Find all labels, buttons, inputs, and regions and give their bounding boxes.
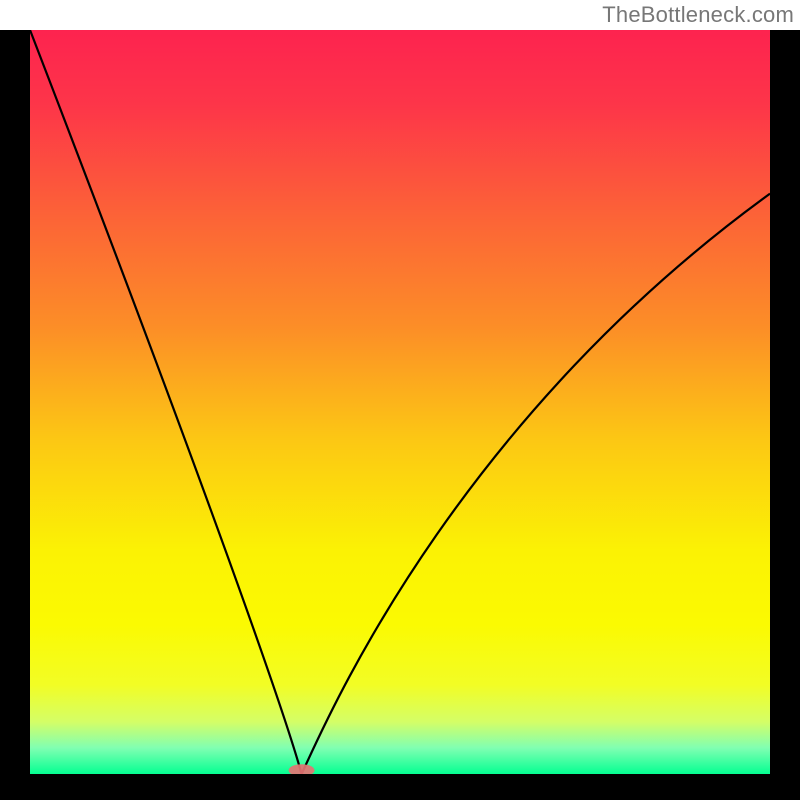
watermark-text: TheBottleneck.com — [602, 2, 794, 28]
gradient-rect — [30, 30, 770, 774]
gradient-background — [0, 0, 800, 800]
chart-container: TheBottleneck.com — [0, 0, 800, 800]
